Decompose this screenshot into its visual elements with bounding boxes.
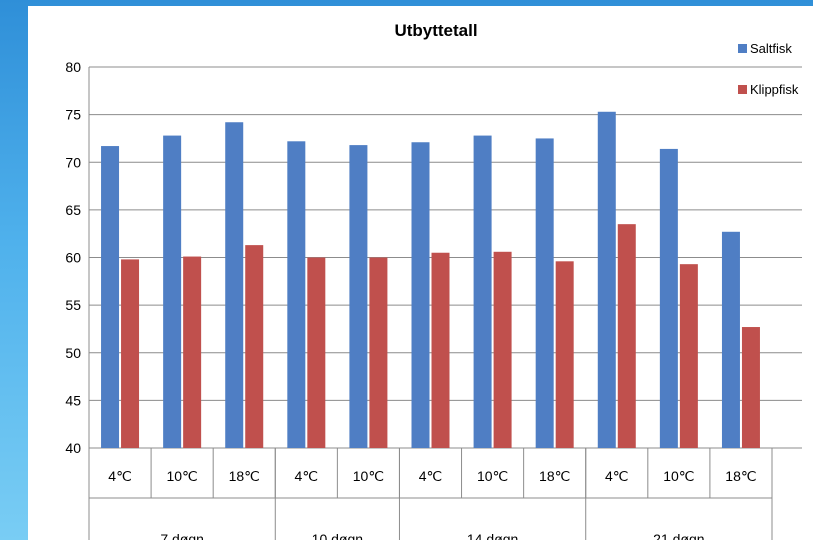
y-tick-label: 75 (65, 107, 81, 123)
bar-saltfisk (660, 149, 678, 448)
bar-klippfisk (618, 224, 636, 448)
bar-klippfisk (369, 258, 387, 449)
x-tick-label: 10℃ (663, 468, 694, 484)
bar-saltfisk (598, 112, 616, 448)
y-tick-label: 50 (65, 345, 81, 361)
x-tick-label: 4℃ (605, 468, 629, 484)
bar-saltfisk (287, 141, 305, 448)
bar-chart: Utbyttetall 40 45 50 55 60 65 70 75 80 7 døgn 10 d… (28, 6, 813, 540)
bar-saltfisk (163, 136, 181, 448)
bar-klippfisk (742, 327, 760, 448)
bar-saltfisk (474, 136, 492, 448)
x-tick-label: 4℃ (295, 468, 319, 484)
legend-swatch (738, 85, 747, 94)
x-tick-label: 10℃ (477, 468, 508, 484)
chart-panel: Utbyttetall 40 45 50 55 60 65 70 75 80 7 døgn 10 d… (28, 6, 813, 540)
chart-title: Utbyttetall (394, 21, 477, 40)
bar-klippfisk (307, 258, 325, 449)
legend-label: Saltfisk (750, 41, 792, 56)
x-tick-label: 4℃ (419, 468, 443, 484)
bar-klippfisk (245, 245, 263, 448)
legend-swatch (738, 44, 747, 53)
legend-label: Klippfisk (750, 82, 799, 97)
y-tick-label: 55 (65, 297, 81, 313)
group-label: 7 døgn (160, 531, 204, 540)
legend: Saltfisk Klippfisk (738, 41, 799, 97)
bar-klippfisk (680, 264, 698, 448)
bar-saltfisk (412, 142, 430, 448)
bar-klippfisk (556, 261, 574, 448)
group-label: 14 døgn (467, 531, 518, 540)
x-tick-label: 18℃ (725, 468, 756, 484)
y-tick-label: 80 (65, 59, 81, 75)
y-tick-label: 45 (65, 392, 81, 408)
bar-klippfisk (121, 259, 139, 448)
y-tick-label: 40 (65, 440, 81, 456)
bar-klippfisk (494, 252, 512, 448)
y-tick-label: 65 (65, 202, 81, 218)
bar-saltfisk (225, 122, 243, 448)
group-label: 10 døgn (312, 531, 363, 540)
x-tick-label: 18℃ (539, 468, 570, 484)
x-tick-label: 18℃ (229, 468, 260, 484)
bar-saltfisk (101, 146, 119, 448)
bar-saltfisk (349, 145, 367, 448)
group-label: 21 døgn (653, 531, 704, 540)
y-tick-label: 60 (65, 250, 81, 266)
y-tick-label: 70 (65, 154, 81, 170)
bar-klippfisk (183, 257, 201, 448)
x-tick-label: 10℃ (353, 468, 384, 484)
bar-klippfisk (432, 253, 450, 448)
x-tick-label: 4℃ (108, 468, 132, 484)
x-tick-label: 10℃ (166, 468, 197, 484)
bar-saltfisk (722, 232, 740, 448)
bar-saltfisk (536, 138, 554, 448)
